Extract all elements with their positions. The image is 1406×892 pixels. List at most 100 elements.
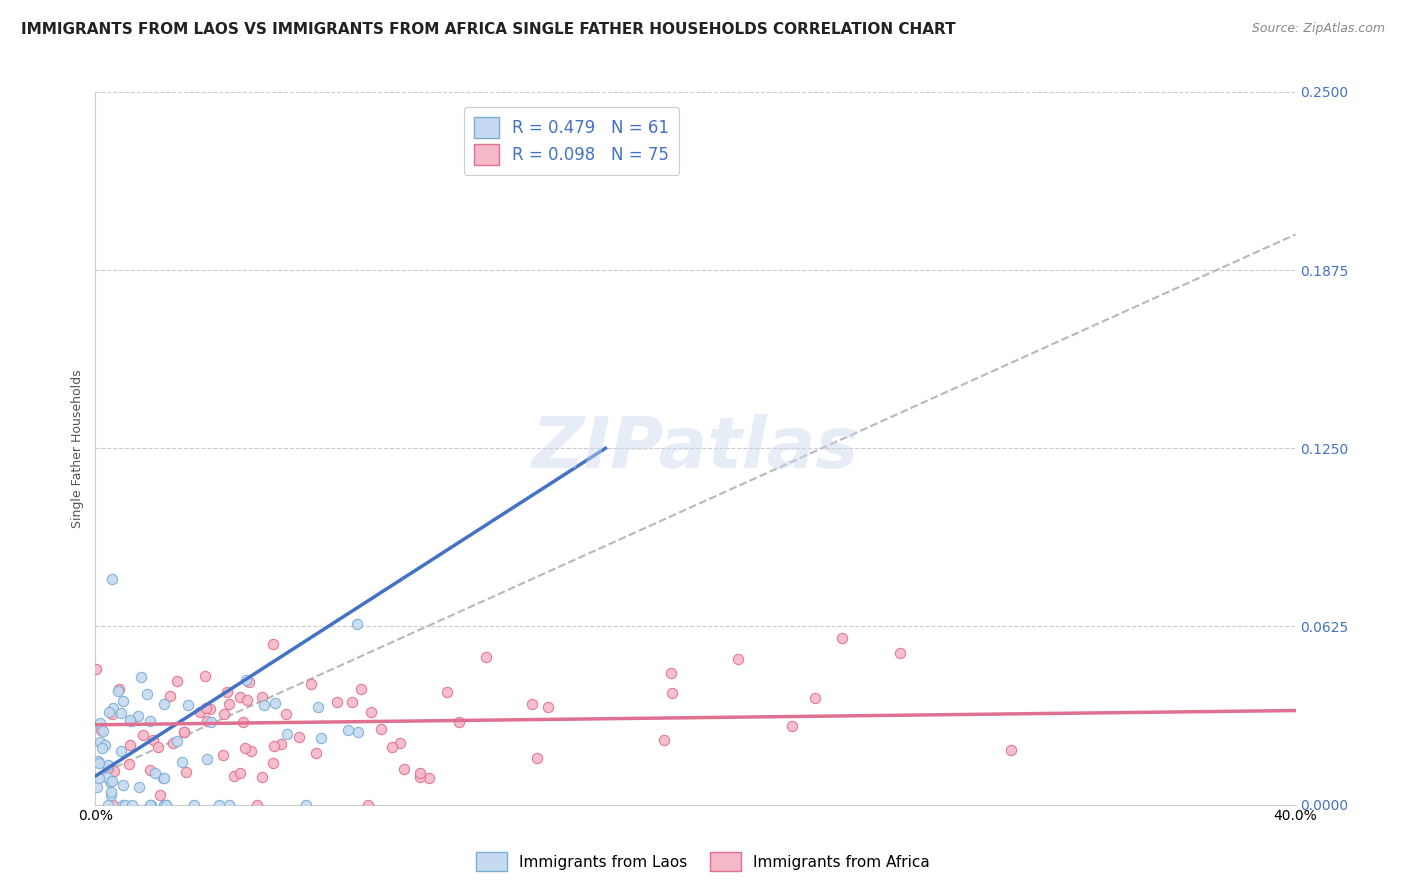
Point xyxy=(89,734,111,748)
Point xyxy=(98,706,121,720)
Point xyxy=(309,731,332,746)
Point xyxy=(264,697,287,711)
Point xyxy=(307,700,329,714)
Point xyxy=(233,741,256,756)
Point xyxy=(107,684,129,698)
Point xyxy=(129,670,152,684)
Point xyxy=(537,700,560,714)
Point xyxy=(409,770,432,784)
Point xyxy=(96,770,118,784)
Point xyxy=(526,751,548,765)
Point xyxy=(127,708,149,723)
Point xyxy=(238,675,260,690)
Point xyxy=(183,797,205,812)
Point xyxy=(804,690,827,705)
Point xyxy=(299,677,322,691)
Point xyxy=(100,707,122,722)
Point xyxy=(475,650,498,665)
Point xyxy=(112,778,135,792)
Point xyxy=(87,756,110,770)
Point xyxy=(222,769,245,783)
Point xyxy=(114,797,136,812)
Point xyxy=(200,702,222,716)
Point xyxy=(135,688,157,702)
Point xyxy=(152,771,174,785)
Point xyxy=(294,797,316,812)
Point xyxy=(370,722,392,736)
Point xyxy=(153,697,176,711)
Point xyxy=(97,757,120,772)
Point xyxy=(166,734,188,748)
Point xyxy=(253,698,276,712)
Point xyxy=(97,761,120,775)
Point xyxy=(194,669,217,683)
Point xyxy=(240,743,263,757)
Point xyxy=(447,715,470,730)
Point xyxy=(346,616,368,631)
Point xyxy=(263,739,285,753)
Point xyxy=(174,765,197,780)
Point xyxy=(208,797,231,812)
Point xyxy=(652,733,675,747)
Point xyxy=(252,770,274,784)
Point xyxy=(659,665,682,680)
Point xyxy=(170,755,193,769)
Point xyxy=(166,674,188,689)
Point xyxy=(229,766,252,780)
Point xyxy=(229,690,252,705)
Point xyxy=(288,730,311,744)
Point xyxy=(128,780,150,795)
Point xyxy=(360,705,382,719)
Legend: R = 0.479   N = 61, R = 0.098   N = 75: R = 0.479 N = 61, R = 0.098 N = 75 xyxy=(464,107,679,175)
Point xyxy=(195,701,218,715)
Point xyxy=(831,631,853,645)
Point xyxy=(111,693,134,707)
Point xyxy=(342,695,364,709)
Point xyxy=(94,738,117,752)
Point xyxy=(103,797,125,812)
Point xyxy=(110,744,132,758)
Point xyxy=(100,774,122,789)
Point xyxy=(118,714,141,728)
Point xyxy=(520,698,543,712)
Text: Source: ZipAtlas.com: Source: ZipAtlas.com xyxy=(1251,22,1385,36)
Point xyxy=(91,724,114,739)
Point xyxy=(120,714,142,729)
Point xyxy=(86,780,108,795)
Point xyxy=(100,785,122,799)
Point xyxy=(89,716,111,731)
Point xyxy=(389,735,412,749)
Point xyxy=(103,764,125,778)
Point xyxy=(304,746,326,760)
Point xyxy=(195,752,218,766)
Point xyxy=(84,662,107,676)
Point xyxy=(357,797,380,812)
Point xyxy=(409,765,432,780)
Point xyxy=(436,685,458,699)
Point xyxy=(155,797,177,812)
Point xyxy=(153,797,176,812)
Point xyxy=(173,725,195,739)
Point xyxy=(103,701,125,715)
Point xyxy=(889,646,911,660)
Point xyxy=(139,763,162,777)
Point xyxy=(276,727,298,741)
Point xyxy=(87,754,110,768)
Point xyxy=(107,681,129,696)
Point xyxy=(162,736,184,750)
Point xyxy=(218,797,240,812)
Y-axis label: Single Father Households: Single Father Households xyxy=(72,369,84,527)
Point xyxy=(727,651,749,665)
Point xyxy=(262,637,284,651)
Point xyxy=(350,682,373,697)
Point xyxy=(97,797,120,812)
Point xyxy=(1000,742,1022,756)
Text: ZIPatlas: ZIPatlas xyxy=(531,414,859,483)
Point xyxy=(235,673,257,687)
Point xyxy=(87,772,110,786)
Point xyxy=(200,714,222,729)
Text: IMMIGRANTS FROM LAOS VS IMMIGRANTS FROM AFRICA SINGLE FATHER HOUSEHOLDS CORRELAT: IMMIGRANTS FROM LAOS VS IMMIGRANTS FROM … xyxy=(21,22,956,37)
Point xyxy=(148,739,170,754)
Point xyxy=(121,797,143,812)
Point xyxy=(118,756,141,771)
